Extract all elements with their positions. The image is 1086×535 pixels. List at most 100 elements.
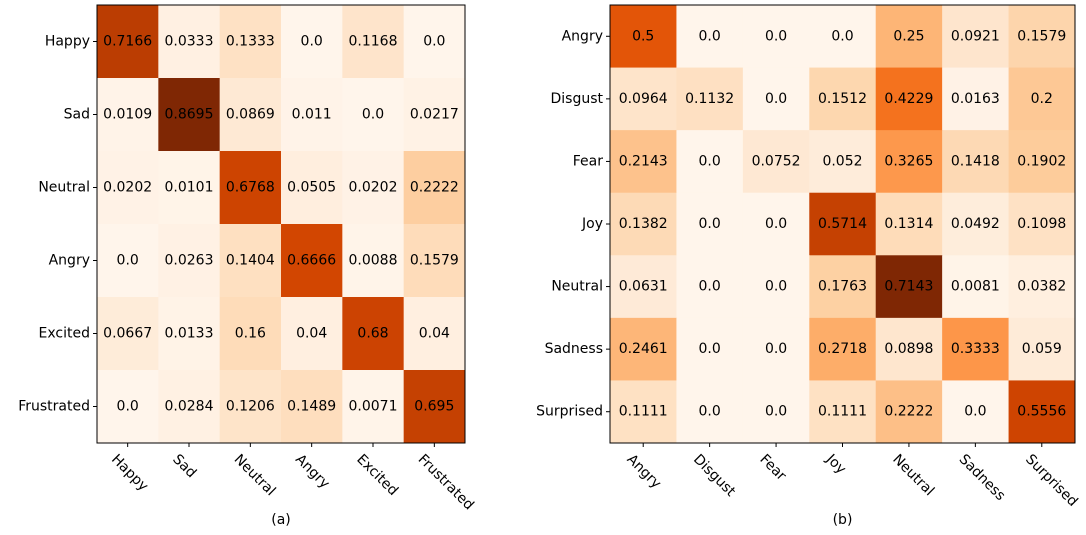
heatmap-cell — [158, 5, 221, 79]
cell-label: 0.1111 — [818, 404, 867, 420]
cell-label: 0.0 — [765, 341, 787, 357]
cell-label: 0.0 — [964, 404, 986, 420]
axes-frame — [96, 4, 466, 444]
heatmap-cell — [219, 370, 282, 444]
heatmap-cell — [942, 5, 1010, 69]
y-tick-label: Frustrated — [18, 399, 90, 415]
cell-label: 0.1404 — [226, 253, 275, 269]
heatmap-cell — [219, 151, 282, 225]
cell-label: 0.0382 — [1017, 279, 1066, 295]
heatmap-cell — [1008, 255, 1076, 319]
heatmap-cell — [610, 255, 677, 319]
heatmap-cell — [1008, 5, 1076, 69]
x-tick-label: Neutral — [231, 451, 279, 499]
cell-label: 0.6666 — [287, 253, 336, 269]
cell-label: 0.0 — [362, 107, 384, 123]
heatmap-cell — [219, 5, 282, 79]
cell-label: 0.0088 — [349, 253, 398, 269]
heatmap-cell — [875, 130, 943, 194]
heatmap-cell — [219, 297, 282, 371]
heatmap-cell — [97, 370, 159, 444]
cell-label: 0.5714 — [818, 216, 867, 232]
cell-label: 0.04 — [419, 326, 450, 342]
cell-label: 0.1111 — [619, 404, 668, 420]
heatmap-cell — [610, 380, 677, 444]
cell-label: 0.0631 — [619, 279, 668, 295]
heatmap-cell — [610, 5, 677, 69]
heatmap-cell — [610, 130, 677, 194]
cell-label: 0.0263 — [165, 253, 214, 269]
cell-label: 0.04 — [296, 326, 327, 342]
x-tick-label: Frustrated — [415, 451, 477, 513]
heatmap-cell — [942, 255, 1010, 319]
cell-label: 0.1333 — [226, 34, 275, 50]
heatmap-cell — [281, 78, 343, 152]
heatmap-cell — [97, 151, 159, 225]
heatmap-cell — [676, 317, 744, 381]
x-axis-label: (b) — [833, 512, 853, 528]
cell-label: 0.3333 — [951, 341, 1000, 357]
cell-label: 0.3265 — [884, 153, 933, 169]
heatmap-cell — [342, 370, 405, 444]
cell-label: 0.0202 — [103, 180, 152, 196]
heatmap-cell — [942, 192, 1010, 256]
cell-label: 0.1382 — [619, 216, 668, 232]
heatmap-cell — [342, 224, 405, 298]
heatmap-cell — [676, 130, 744, 194]
cell-label: 0.1418 — [951, 153, 1000, 169]
heatmap-cell — [219, 78, 282, 152]
heatmap-cell — [676, 255, 744, 319]
heatmap-cell — [875, 67, 943, 131]
heatmap-cell — [403, 78, 466, 152]
y-tick-label: Angry — [562, 28, 603, 44]
heatmap-cell — [610, 317, 677, 381]
cell-label: 0.0101 — [165, 180, 214, 196]
heatmap-cell — [742, 317, 810, 381]
cell-label: 0.0 — [423, 34, 445, 50]
heatmap-cell — [281, 297, 343, 371]
heatmap-cell — [403, 297, 466, 371]
cell-label: 0.1902 — [1017, 153, 1066, 169]
heatmap-cell — [809, 67, 877, 131]
cell-label: 0.25 — [893, 28, 924, 44]
cell-label: 0.0 — [301, 34, 323, 50]
cell-label: 0.0081 — [951, 279, 1000, 295]
heatmap-cell — [158, 370, 221, 444]
x-tick-label: Neutral — [889, 451, 937, 499]
cell-label: 0.1314 — [884, 216, 933, 232]
cell-label: 0.7143 — [884, 279, 933, 295]
cell-label: 0.0333 — [165, 34, 214, 50]
cell-label: 0.1132 — [685, 91, 734, 107]
y-tick-label: Sad — [64, 107, 90, 123]
heatmap-cell — [97, 224, 159, 298]
cell-label: 0.0217 — [410, 107, 459, 123]
cell-label: 0.5 — [632, 28, 654, 44]
heatmap-cell — [809, 5, 877, 69]
heatmap-cell — [742, 192, 810, 256]
cell-label: 0.011 — [292, 107, 332, 123]
heatmap-cell — [942, 317, 1010, 381]
cell-label: 0.0109 — [103, 107, 152, 123]
cell-label: 0.0 — [765, 91, 787, 107]
heatmap-cell — [875, 5, 943, 69]
heatmap-cell — [403, 5, 466, 79]
x-tick-label: Angry — [624, 451, 665, 492]
cell-label: 0.0284 — [165, 399, 214, 415]
cell-label: 0.1206 — [226, 399, 275, 415]
heatmap-cell — [97, 297, 159, 371]
cell-label: 0.0 — [699, 404, 721, 420]
heatmap-cell — [610, 192, 677, 256]
cell-label: 0.1489 — [287, 399, 336, 415]
heatmap-cell — [875, 192, 943, 256]
heatmap-cell — [281, 224, 343, 298]
cell-label: 0.0163 — [951, 91, 1000, 107]
cell-label: 0.1098 — [1017, 216, 1066, 232]
heatmap-cell — [742, 130, 810, 194]
heatmap-cell — [942, 130, 1010, 194]
heatmap-cell — [875, 380, 943, 444]
heatmap-cell — [342, 297, 405, 371]
cell-label: 0.2461 — [619, 341, 668, 357]
cell-label: 0.0667 — [103, 326, 152, 342]
cell-label: 0.68 — [357, 326, 388, 342]
heatmap-cell — [676, 192, 744, 256]
